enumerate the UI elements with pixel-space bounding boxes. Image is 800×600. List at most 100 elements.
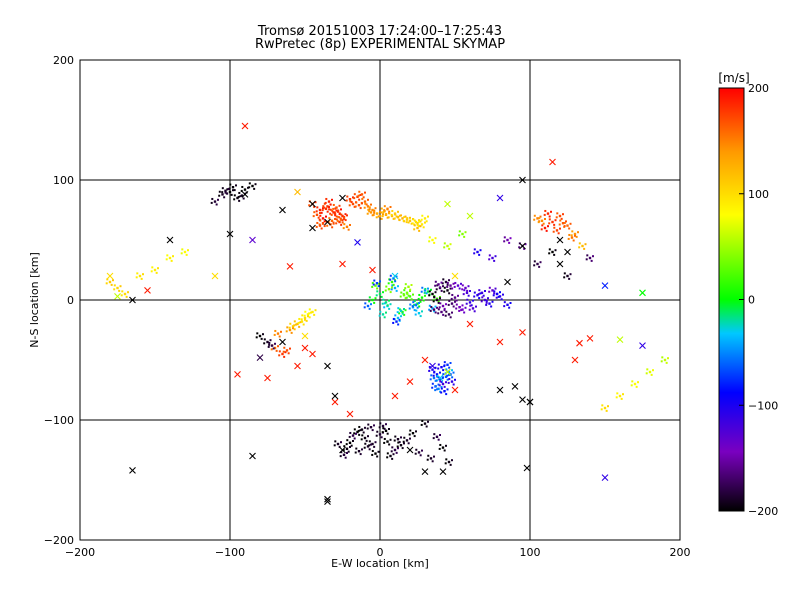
data-point [442,373,445,376]
data-point [560,217,563,220]
data-point [423,217,427,220]
data-point [438,306,441,309]
data-point [340,441,342,444]
data-point [420,223,424,226]
data-point [354,205,357,208]
data-point [508,306,511,309]
data-point [558,214,562,218]
data-point [307,315,309,318]
data-point [447,303,450,306]
data-point [241,185,244,188]
data-point [382,291,384,294]
data-point [413,309,416,312]
data-point [270,344,274,347]
data-point [323,225,326,228]
data-point [260,337,263,340]
data-point [424,221,426,224]
data-point [338,204,341,207]
data-point [434,284,437,287]
data-point [325,215,327,218]
data-point [408,219,412,222]
data-point [280,330,282,333]
data-point [381,313,385,316]
data-point [314,201,317,204]
data-point [375,282,379,285]
data-point [592,255,594,258]
data-point [275,349,278,352]
data-point [428,236,431,239]
data-point [451,459,453,462]
data-point [215,203,218,206]
cross-marker [451,386,459,394]
cross-marker [496,194,504,202]
data-point [443,309,446,312]
data-point [440,310,443,314]
data-point [224,191,227,194]
cross-marker [294,188,301,196]
data-point [439,296,441,298]
data-point [363,306,366,309]
data-point [351,434,355,437]
data-point [462,293,465,296]
data-point [345,199,348,202]
data-point [443,361,446,364]
data-point [537,221,540,224]
data-point [575,235,578,238]
data-point [427,454,430,457]
cross-marker [571,356,579,364]
data-point [457,294,459,297]
data-point [446,363,449,366]
data-point [239,195,242,198]
data-point [423,291,426,294]
data-point [452,282,455,285]
data-point [123,292,127,296]
data-point [320,227,323,230]
data-point [368,307,371,310]
data-point [360,428,364,431]
data-point [476,250,479,254]
data-point [661,356,664,359]
data-point [298,325,301,328]
data-point [539,261,542,264]
data-point [450,380,454,383]
data-point [411,432,415,435]
data-point [366,212,369,215]
data-point [393,286,397,290]
data-point [371,214,374,217]
data-point [345,443,348,446]
data-point [454,300,456,303]
data-point [439,302,442,305]
data-point [327,200,331,203]
data-point [433,310,436,313]
data-point [428,369,431,372]
data-point [373,209,375,212]
colorbar-tick-label: −200 [748,505,778,518]
cross-marker [444,368,451,376]
data-point [437,363,440,366]
data-point [359,207,362,210]
data-point [417,312,421,315]
data-point [393,439,396,442]
data-point [392,217,395,220]
data-point [588,256,592,260]
data-point [434,366,437,369]
cross-marker [429,362,436,370]
data-point [336,219,339,222]
data-point [464,286,467,290]
data-point [437,301,440,304]
data-point [431,292,434,296]
data-point [408,295,412,298]
data-point [393,448,397,452]
cross-marker [466,212,474,220]
data-point [341,214,344,218]
data-point [411,305,414,308]
data-point [318,208,322,212]
data-point [371,429,374,432]
x-axis-label: E-W location [km] [331,557,429,570]
cross-marker [309,350,316,358]
data-point [449,287,452,290]
data-point [410,298,413,301]
data-point [435,288,438,291]
data-point [451,376,454,379]
data-point [293,320,296,323]
